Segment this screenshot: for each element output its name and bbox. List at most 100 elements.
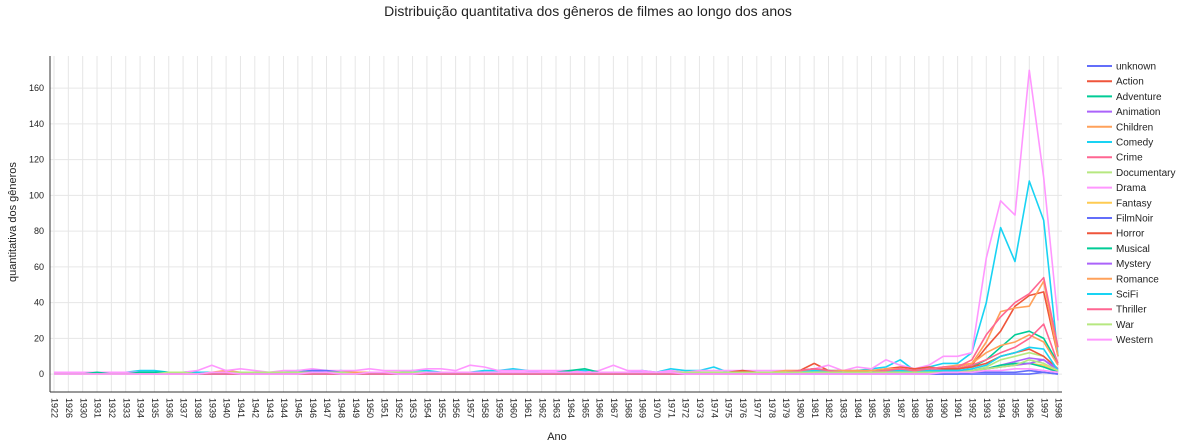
x-tick-label: 1988 xyxy=(910,398,920,418)
x-tick-label: 1946 xyxy=(308,398,318,418)
y-tick-label: 140 xyxy=(29,119,44,129)
x-tick-label: 1936 xyxy=(164,398,174,418)
legend-item-drama[interactable]: Drama xyxy=(1087,183,1146,194)
x-tick-label: 1932 xyxy=(107,398,117,418)
x-tick-label: 1977 xyxy=(752,398,762,418)
chart-title: Distribuição quantitativa dos gêneros de… xyxy=(384,3,792,19)
x-tick-label: 1995 xyxy=(1011,398,1021,418)
x-tick-label: 1982 xyxy=(824,398,834,418)
legend-item-filmnoir[interactable]: FilmNoir xyxy=(1087,214,1154,225)
legend-item-horror[interactable]: Horror xyxy=(1087,229,1145,240)
x-tick-label: 1933 xyxy=(121,398,131,418)
x-tick-label: 1985 xyxy=(867,398,877,418)
x-tick-label: 1990 xyxy=(939,398,949,418)
series-lines xyxy=(53,69,1059,375)
legend-item-crime[interactable]: Crime xyxy=(1087,153,1143,164)
grid xyxy=(50,56,1062,392)
x-tick-label: 1997 xyxy=(1039,398,1049,418)
y-tick-label: 80 xyxy=(34,226,44,236)
x-tick-label: 1958 xyxy=(480,398,490,418)
x-tick-label: 1959 xyxy=(494,398,504,418)
legend-item-animation[interactable]: Animation xyxy=(1087,107,1160,118)
legend-label: Crime xyxy=(1116,153,1143,164)
x-tick-label: 1941 xyxy=(236,398,246,418)
legend-item-children[interactable]: Children xyxy=(1087,122,1153,133)
y-tick-label: 0 xyxy=(39,369,44,379)
x-tick-label: 1940 xyxy=(222,398,232,418)
axes xyxy=(49,56,1062,393)
x-tick-label: 1951 xyxy=(380,398,390,418)
x-tick-label: 1939 xyxy=(207,398,217,418)
legend-label: Action xyxy=(1116,77,1144,88)
legend-item-mystery[interactable]: Mystery xyxy=(1087,259,1151,270)
x-tick-label: 1998 xyxy=(1054,398,1064,418)
legend-item-romance[interactable]: Romance xyxy=(1087,274,1159,285)
x-tick-label: 1931 xyxy=(93,398,103,418)
x-tick-label: 1949 xyxy=(351,398,361,418)
legend-item-action[interactable]: Action xyxy=(1087,77,1144,88)
legend-label: Romance xyxy=(1116,274,1159,285)
legend-label: Thriller xyxy=(1116,305,1147,316)
legend-label: Adventure xyxy=(1116,92,1162,103)
legend-label: Musical xyxy=(1116,244,1150,255)
legend-item-scifi[interactable]: SciFi xyxy=(1087,290,1138,301)
legend-label: Drama xyxy=(1116,183,1146,194)
x-tick-label: 1952 xyxy=(394,398,404,418)
legend-item-unknown[interactable]: unknown xyxy=(1087,62,1156,73)
x-tick-label: 1984 xyxy=(853,398,863,418)
y-axis-label: quantitativa dos gêneros xyxy=(7,162,19,282)
x-tick-label: 1971 xyxy=(666,398,676,418)
x-tick-label: 1964 xyxy=(566,398,576,418)
x-tick-label: 1968 xyxy=(623,398,633,418)
x-tick-label: 1967 xyxy=(609,398,619,418)
x-tick-label: 1983 xyxy=(838,398,848,418)
x-tick-label: 1989 xyxy=(925,398,935,418)
x-tick-label: 1972 xyxy=(681,398,691,418)
x-tick-label: 1937 xyxy=(179,398,189,418)
series-line-western xyxy=(54,367,1059,375)
x-tick-label: 1976 xyxy=(738,398,748,418)
x-tick-label: 1955 xyxy=(437,398,447,418)
legend-item-adventure[interactable]: Adventure xyxy=(1087,92,1162,103)
x-tick-label: 1980 xyxy=(795,398,805,418)
x-tick-label: 1926 xyxy=(64,398,74,418)
x-tick-label: 1969 xyxy=(638,398,648,418)
x-tick-label: 1938 xyxy=(193,398,203,418)
y-tick-label: 60 xyxy=(34,262,44,272)
x-tick-label: 1957 xyxy=(466,398,476,418)
x-tick-label: 1966 xyxy=(595,398,605,418)
legend-label: Children xyxy=(1116,122,1153,133)
legend-item-comedy[interactable]: Comedy xyxy=(1087,138,1153,149)
legend: unknown Action Adventure Animation Children C… xyxy=(1087,62,1175,346)
x-tick-label: 1979 xyxy=(781,398,791,418)
y-tick-label: 160 xyxy=(29,83,44,93)
x-tick-label: 1943 xyxy=(265,398,275,418)
x-tick-label: 1994 xyxy=(996,398,1006,418)
y-ticks: 0 20 40 60 80 100 120 140 160 xyxy=(29,83,44,379)
legend-label: Fantasy xyxy=(1116,198,1152,209)
legend-item-documentary[interactable]: Documentary xyxy=(1087,168,1175,179)
x-tick-label: 1960 xyxy=(509,398,519,418)
x-tick-label: 1944 xyxy=(279,398,289,418)
x-tick-label: 1974 xyxy=(709,398,719,418)
legend-item-war[interactable]: War xyxy=(1087,320,1135,331)
y-tick-label: 100 xyxy=(29,190,44,200)
x-tick-label: 1953 xyxy=(408,398,418,418)
legend-label: War xyxy=(1116,320,1135,331)
x-tick-label: 1975 xyxy=(724,398,734,418)
x-tick-label: 1961 xyxy=(523,398,533,418)
x-tick-label: 1981 xyxy=(810,398,820,418)
x-tick-label: 1947 xyxy=(322,398,332,418)
legend-label: Animation xyxy=(1116,107,1160,118)
x-tick-label: 1950 xyxy=(365,398,375,418)
x-tick-label: 1965 xyxy=(580,398,590,418)
legend-item-thriller[interactable]: Thriller xyxy=(1087,305,1147,316)
y-tick-label: 120 xyxy=(29,155,44,165)
legend-label: Documentary xyxy=(1116,168,1175,179)
legend-item-fantasy[interactable]: Fantasy xyxy=(1087,198,1152,209)
legend-item-western[interactable]: Western xyxy=(1087,335,1153,346)
legend-item-musical[interactable]: Musical xyxy=(1087,244,1150,255)
x-tick-label: 1973 xyxy=(695,398,705,418)
x-tick-label: 1922 xyxy=(50,398,60,418)
